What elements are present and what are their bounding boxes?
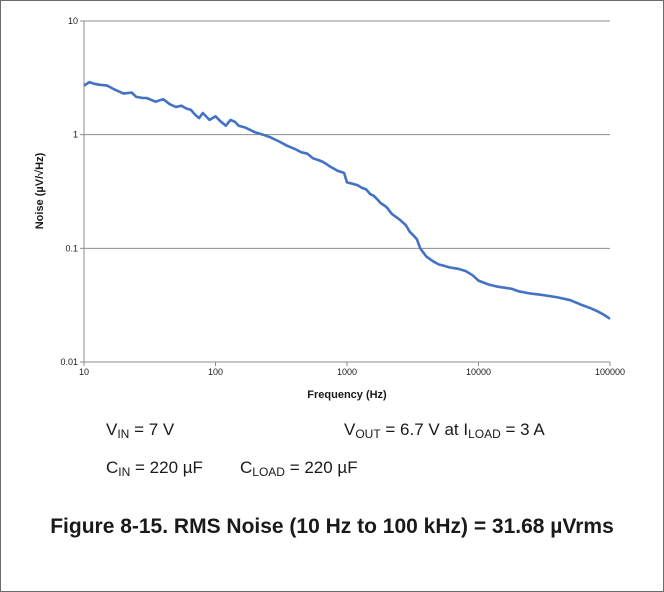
vout-condition: VOUT = 6.7 V at ILOAD = 3 A — [344, 420, 545, 441]
vin-condition: VIN = 7 V — [106, 420, 175, 441]
y-axis-label: Noise (µV/√Hz) — [34, 152, 46, 229]
x-tick-label: 1000 — [337, 367, 357, 377]
x-tick-label: 100000 — [595, 367, 625, 377]
cin-condition: CIN = 220 µF — [106, 458, 203, 479]
y-tick-label: 1 — [73, 130, 78, 140]
noise-series-line — [83, 80, 611, 320]
y-ticks: 0.01 0.1 1 10 — [60, 16, 84, 367]
y-tick-label: 0.1 — [65, 243, 78, 253]
y-tick-label: 0.01 — [60, 357, 78, 367]
x-axis-label: Frequency (Hz) — [307, 389, 387, 401]
figure-caption: Figure 8-15. RMS Noise (10 Hz to 100 kHz… — [50, 515, 614, 538]
x-tick-label: 10 — [79, 367, 89, 377]
cload-condition: CLOAD = 220 µF — [240, 458, 358, 479]
y-tick-label: 10 — [68, 16, 78, 26]
x-tick-label: 100 — [208, 367, 223, 377]
noise-chart: 10 100 1000 10000 100000 0.01 0.1 1 10 Frequenc… — [34, 16, 625, 401]
x-ticks: 10 100 1000 10000 100000 — [79, 362, 625, 377]
x-tick-label: 10000 — [466, 367, 491, 377]
grid-lines — [84, 20, 610, 249]
